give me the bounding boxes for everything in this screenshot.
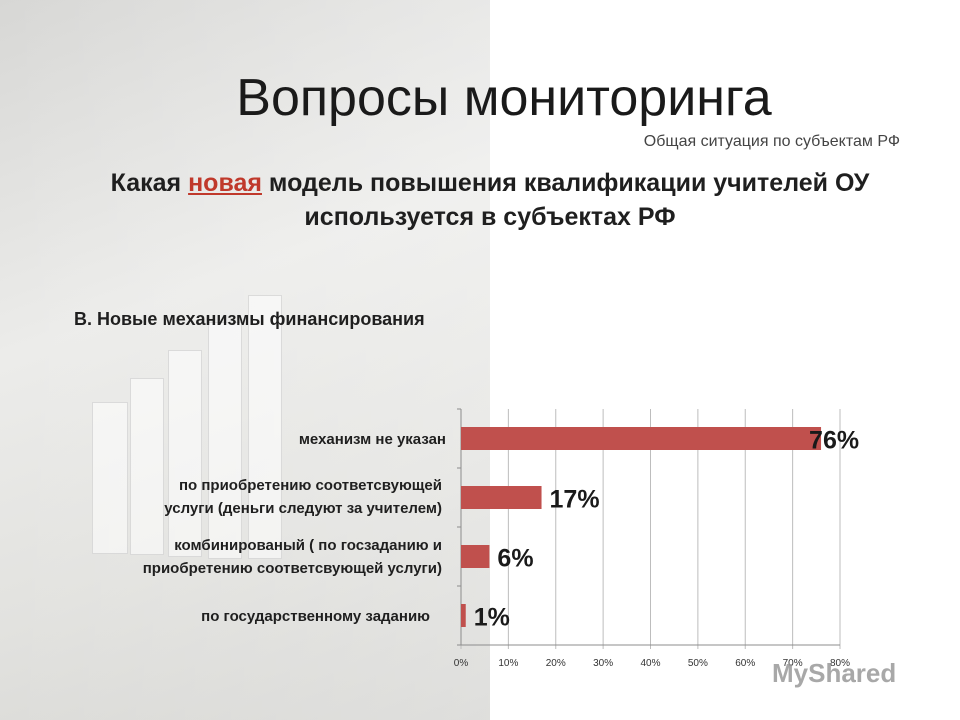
data-label: 17% — [550, 486, 600, 514]
question-accent-word: новая — [188, 169, 262, 197]
question-heading: Какая новая модель повышения квалификаци… — [40, 166, 940, 234]
background-photo — [0, 0, 490, 720]
x-tick-label: 30% — [593, 658, 613, 669]
data-label: 1% — [474, 604, 510, 632]
data-label: 6% — [497, 545, 533, 573]
slide-subtitle: Общая ситуация по субъектам РФ — [643, 133, 900, 150]
data-label: 76% — [809, 427, 859, 455]
x-tick-label: 80% — [830, 658, 850, 669]
category-label-line: механизм не указан — [298, 431, 446, 448]
category-label-line: услуги (деньги следуют за учителем) — [164, 500, 442, 517]
x-tick-label: 10% — [498, 658, 518, 669]
background-fade — [0, 0, 490, 720]
background-bar-decoration — [130, 378, 164, 555]
x-tick-label: 20% — [546, 658, 566, 669]
x-tick-label: 0% — [454, 658, 469, 669]
category-label-line: приобретению соответсвующей услуги) — [142, 560, 442, 577]
bar — [461, 427, 822, 450]
question-line2: используется в субъектах РФ — [304, 203, 676, 231]
page-title: Вопросы мониторинга — [236, 69, 772, 127]
background-bar-decoration — [248, 295, 282, 559]
x-tick-label: 50% — [688, 658, 708, 669]
category-label: механизм не указан — [299, 428, 446, 451]
bar — [461, 604, 466, 627]
category-label-line: комбинированый ( по госзаданию и — [174, 537, 442, 554]
question-part1: Какая — [110, 169, 189, 197]
bar — [461, 545, 490, 568]
chart-section-title: В. Новые механизмы финансирования — [74, 309, 425, 329]
category-label: комбинированый ( по госзаданию и приобре… — [143, 534, 442, 580]
category-label: по приобретению соответсвующей услуги (д… — [164, 474, 442, 520]
background-bar-decoration — [168, 350, 202, 557]
category-label-line: по государственному заданию — [201, 608, 430, 625]
x-tick-label: 40% — [640, 658, 660, 669]
watermark-logo: MyShared — [772, 658, 897, 688]
background-bar-decoration — [92, 402, 128, 554]
category-label: по государственному заданию — [201, 605, 430, 628]
bar — [461, 486, 542, 509]
question-part2: модель повышения квалификации учителей О… — [261, 169, 870, 197]
x-tick-label: 60% — [735, 658, 755, 669]
category-label-line: по приобретению соответсвующей — [178, 477, 442, 494]
x-tick-label: 70% — [783, 658, 803, 669]
background-bar-decoration — [208, 322, 242, 559]
